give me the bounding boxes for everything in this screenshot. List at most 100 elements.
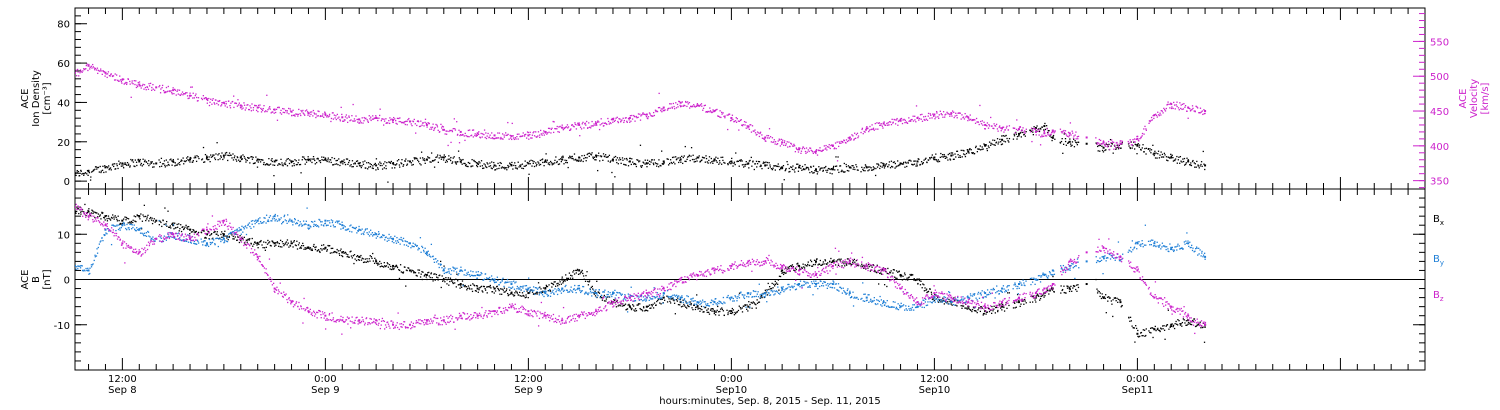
scatter-dot-bx [489, 286, 491, 288]
scatter-dot-velocity [711, 111, 713, 114]
scatter-dot-velocity [1175, 104, 1177, 106]
scatter-dot-bx [513, 294, 516, 297]
scatter-dot-density [993, 139, 996, 142]
y-right-tick-label: 500 [1430, 72, 1449, 83]
scatter-dot-density [983, 143, 985, 145]
scatter-dot-density [902, 161, 905, 164]
scatter-dot-density [127, 164, 129, 166]
scatter-dot-velocity [207, 99, 209, 102]
scatter-dot-velocity [706, 111, 709, 113]
scatter-dot-velocity [344, 116, 347, 118]
scatter-dot-bx [1118, 299, 1121, 301]
scatter-dot-density [535, 165, 537, 167]
scatter-dot-velocity [296, 113, 298, 115]
scatter-dot-velocity [1053, 132, 1055, 134]
scatter-dot-bx [809, 259, 812, 261]
scatter-dot-velocity [641, 114, 643, 116]
scatter-dot-velocity [540, 129, 542, 132]
scatter-dot-bx [258, 243, 260, 246]
scatter-dot-velocity [696, 104, 698, 106]
scatter-dot-velocity [259, 104, 261, 106]
data-point-velocity [1068, 132, 1071, 135]
scatter-dot-density [198, 157, 200, 160]
scatter-dot-density [830, 168, 833, 170]
scatter-dot-density [472, 165, 474, 167]
scatter-dot-density [183, 163, 185, 165]
data-point-velocity [865, 127, 868, 130]
scatter-dot-velocity [401, 121, 404, 124]
scatter-dot-velocity [793, 143, 795, 146]
scatter-dot-velocity [970, 118, 972, 121]
scatter-dot-bx [572, 271, 574, 273]
data-point-bx [87, 210, 90, 213]
scatter-dot-velocity [726, 114, 728, 116]
scatter-dot-density [777, 163, 779, 165]
scatter-dot-bx [1008, 304, 1010, 307]
scatter-dot-velocity [323, 116, 325, 119]
scatter-dot-velocity [690, 105, 692, 107]
scatter-dot-velocity [297, 113, 299, 116]
scatter-dot-density [599, 155, 601, 157]
scatter-dot-velocity [427, 122, 429, 124]
scatter-dot-density [1070, 145, 1072, 147]
scatter-dot-velocity [908, 120, 910, 122]
scatter-dot-velocity [1070, 134, 1072, 136]
scatter-dot-density [342, 163, 344, 165]
scatter-dot-bx [622, 305, 625, 307]
scatter-dot-velocity [611, 117, 613, 120]
scatter-dot-velocity [337, 117, 339, 119]
scatter-dot-velocity [618, 118, 620, 120]
scatter-dot-bx [484, 289, 487, 291]
scatter-dot-bx [831, 261, 833, 263]
scatter-dot-velocity [244, 109, 246, 111]
scatter-dot-density [704, 161, 706, 163]
scatter-dot-bx [303, 248, 305, 250]
scatter-dot-velocity [218, 100, 220, 103]
scatter-dot-velocity [193, 97, 196, 99]
scatter-dot-density [883, 163, 885, 165]
scatter-dot-velocity [614, 119, 616, 121]
scatter-dot-density [690, 147, 693, 149]
scatter-dot-velocity [876, 122, 878, 124]
scatter-dot-bx [130, 222, 132, 224]
scatter-dot-bx [901, 279, 904, 281]
scatter-dot-bx [886, 285, 888, 288]
scatter-dot-velocity [1169, 107, 1171, 109]
scatter-dot-density [398, 159, 400, 161]
scatter-dot-density [494, 169, 497, 171]
scatter-dot-bx [729, 310, 731, 312]
scatter-dot-bx [1187, 322, 1190, 324]
scatter-dot-bx [749, 303, 751, 306]
scatter-dot-bx [792, 266, 795, 268]
scatter-dot-velocity [132, 83, 134, 85]
scatter-dot-density [270, 159, 272, 161]
scatter-dot-bx [99, 214, 101, 216]
scatter-dot-velocity [541, 134, 543, 136]
scatter-dot-bx [461, 280, 464, 282]
data-point-by [239, 228, 242, 231]
scatter-dot-density [1050, 136, 1052, 138]
scatter-dot-velocity [135, 86, 138, 89]
scatter-dot-bx [856, 264, 858, 267]
scatter-dot-density [297, 162, 299, 164]
scatter-dot-density [1097, 150, 1099, 152]
scatter-dot-bx [687, 304, 689, 306]
scatter-dot-velocity [440, 123, 442, 126]
scatter-dot-density [556, 160, 558, 163]
scatter-dot-bx [87, 209, 89, 212]
scatter-dot-density [1008, 141, 1010, 143]
scatter-dot-velocity [248, 108, 250, 111]
scatter-dot-density [223, 155, 225, 157]
scatter-dot-velocity [874, 122, 876, 125]
scatter-dot-density [1023, 133, 1025, 136]
scatter-dot-bx [775, 282, 778, 284]
scatter-dot-density [769, 166, 771, 168]
scatter-dot-bx [797, 262, 799, 264]
scatter-dot-bx [104, 219, 106, 221]
scatter-dot-density [641, 164, 643, 167]
scatter-dot-density [394, 167, 396, 169]
scatter-dot-bx [245, 243, 247, 246]
scatter-dot-density [751, 165, 753, 167]
scatter-dot-velocity [898, 119, 900, 122]
scatter-dot-velocity [897, 120, 900, 123]
